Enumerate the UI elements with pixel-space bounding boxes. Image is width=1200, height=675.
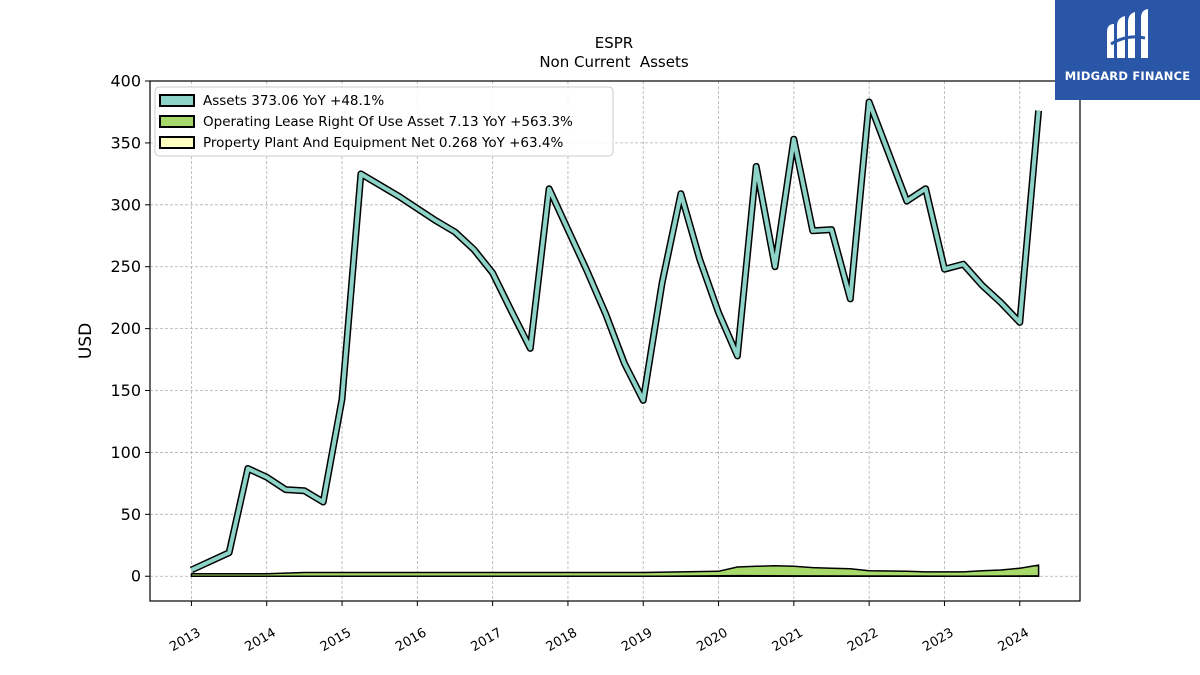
x-tick-label-3: 2016: [393, 625, 429, 655]
y-tick-label-7: 350: [110, 133, 141, 152]
y-tick-label-4: 200: [110, 319, 141, 338]
legend-box: [154, 86, 614, 157]
series-line-0: [190, 100, 1041, 572]
legend: Assets 373.06 YoY +48.1% Operating Lease …: [154, 86, 614, 157]
series-area-1: [190, 564, 1040, 577]
x-tick-label-9: 2022: [845, 625, 881, 655]
x-tick-label-7: 2020: [694, 625, 730, 655]
x-tick-label-0: 2013: [167, 625, 203, 655]
legend-swatch-0: [159, 94, 195, 107]
x-tick-label-1: 2014: [243, 625, 279, 655]
legend-label-0: Assets 373.06 YoY +48.1%: [203, 93, 384, 109]
series-areas: [189, 98, 1043, 577]
x-tick-label-2: 2015: [318, 625, 354, 655]
x-axis: 2013 2014 2015 2016 2017 2018 2019 2020 2021 2022…: [167, 601, 1032, 655]
y-tick-label-5: 250: [110, 257, 141, 276]
x-tick-label-4: 2017: [468, 625, 504, 655]
x-tick-label-11: 2024: [996, 625, 1032, 655]
y-tick-label-0: 0: [131, 567, 141, 586]
y-tick-label-6: 300: [110, 195, 141, 214]
y-tick-label-2: 100: [110, 443, 141, 462]
midgard-logo-icon: [1055, 0, 1200, 100]
x-tick-label-10: 2023: [920, 625, 956, 655]
plot-frame: [149, 80, 1081, 602]
x-tick-label-5: 2018: [544, 625, 580, 655]
y-axis-label: USD: [76, 323, 96, 359]
x-tick-label-8: 2021: [770, 625, 806, 655]
legend-swatch-2: [159, 136, 195, 149]
chart-subtitle: Non Current Assets: [539, 53, 689, 71]
legend-label-1: Operating Lease Right Of Use Asset 7.13 …: [203, 114, 573, 130]
brand-name: MIDGARD FINANCE: [1064, 69, 1191, 83]
y-tick-label-8: 400: [110, 72, 141, 91]
brand-logo: MIDGARD FINANCE: [1055, 0, 1200, 100]
y-tick-label-3: 150: [110, 381, 141, 400]
legend-label-2: Property Plant And Equipment Net 0.268 Y…: [203, 135, 563, 151]
x-tick-label-6: 2019: [619, 625, 655, 655]
grid-lines: [150, 80, 1080, 601]
chart-title: ESPR: [595, 34, 633, 52]
y-tick-label-1: 50: [121, 505, 141, 524]
y-axis: 0 50 100 150 200 250 300 350 400: [110, 72, 150, 586]
legend-swatch-1: [159, 115, 195, 128]
series-area-2: [190, 574, 1040, 577]
